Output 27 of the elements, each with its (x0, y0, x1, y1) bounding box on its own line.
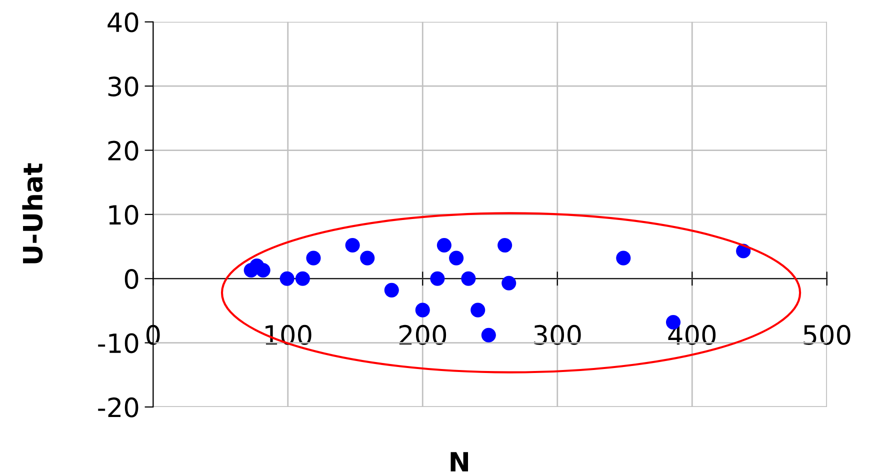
point (436, 238, 452, 253)
y-tick-label: -10 (98, 333, 138, 354)
x-tick-label: 500 (804, 324, 850, 345)
point (498, 238, 512, 253)
point (449, 250, 464, 266)
point (461, 271, 476, 286)
point (256, 262, 270, 278)
y-tick-label: -20 (98, 397, 138, 418)
point (481, 328, 496, 342)
point (430, 271, 445, 286)
y-axis-title: U-Uhat (22, 163, 43, 264)
point (502, 276, 516, 290)
x-axis-title: N (450, 452, 468, 472)
y-tick-label: 30 (108, 76, 138, 96)
y-tick-label: 10 (109, 204, 138, 225)
point (345, 238, 360, 253)
point (280, 271, 294, 286)
point (295, 271, 310, 286)
y-tick-label: 0 (124, 269, 138, 290)
point (616, 250, 631, 266)
y-tick-label: 40 (108, 12, 138, 32)
point (306, 250, 321, 266)
y-tick-label: 20 (108, 140, 138, 161)
point (384, 282, 399, 298)
point (360, 250, 375, 266)
point (470, 302, 486, 318)
point (415, 302, 430, 318)
